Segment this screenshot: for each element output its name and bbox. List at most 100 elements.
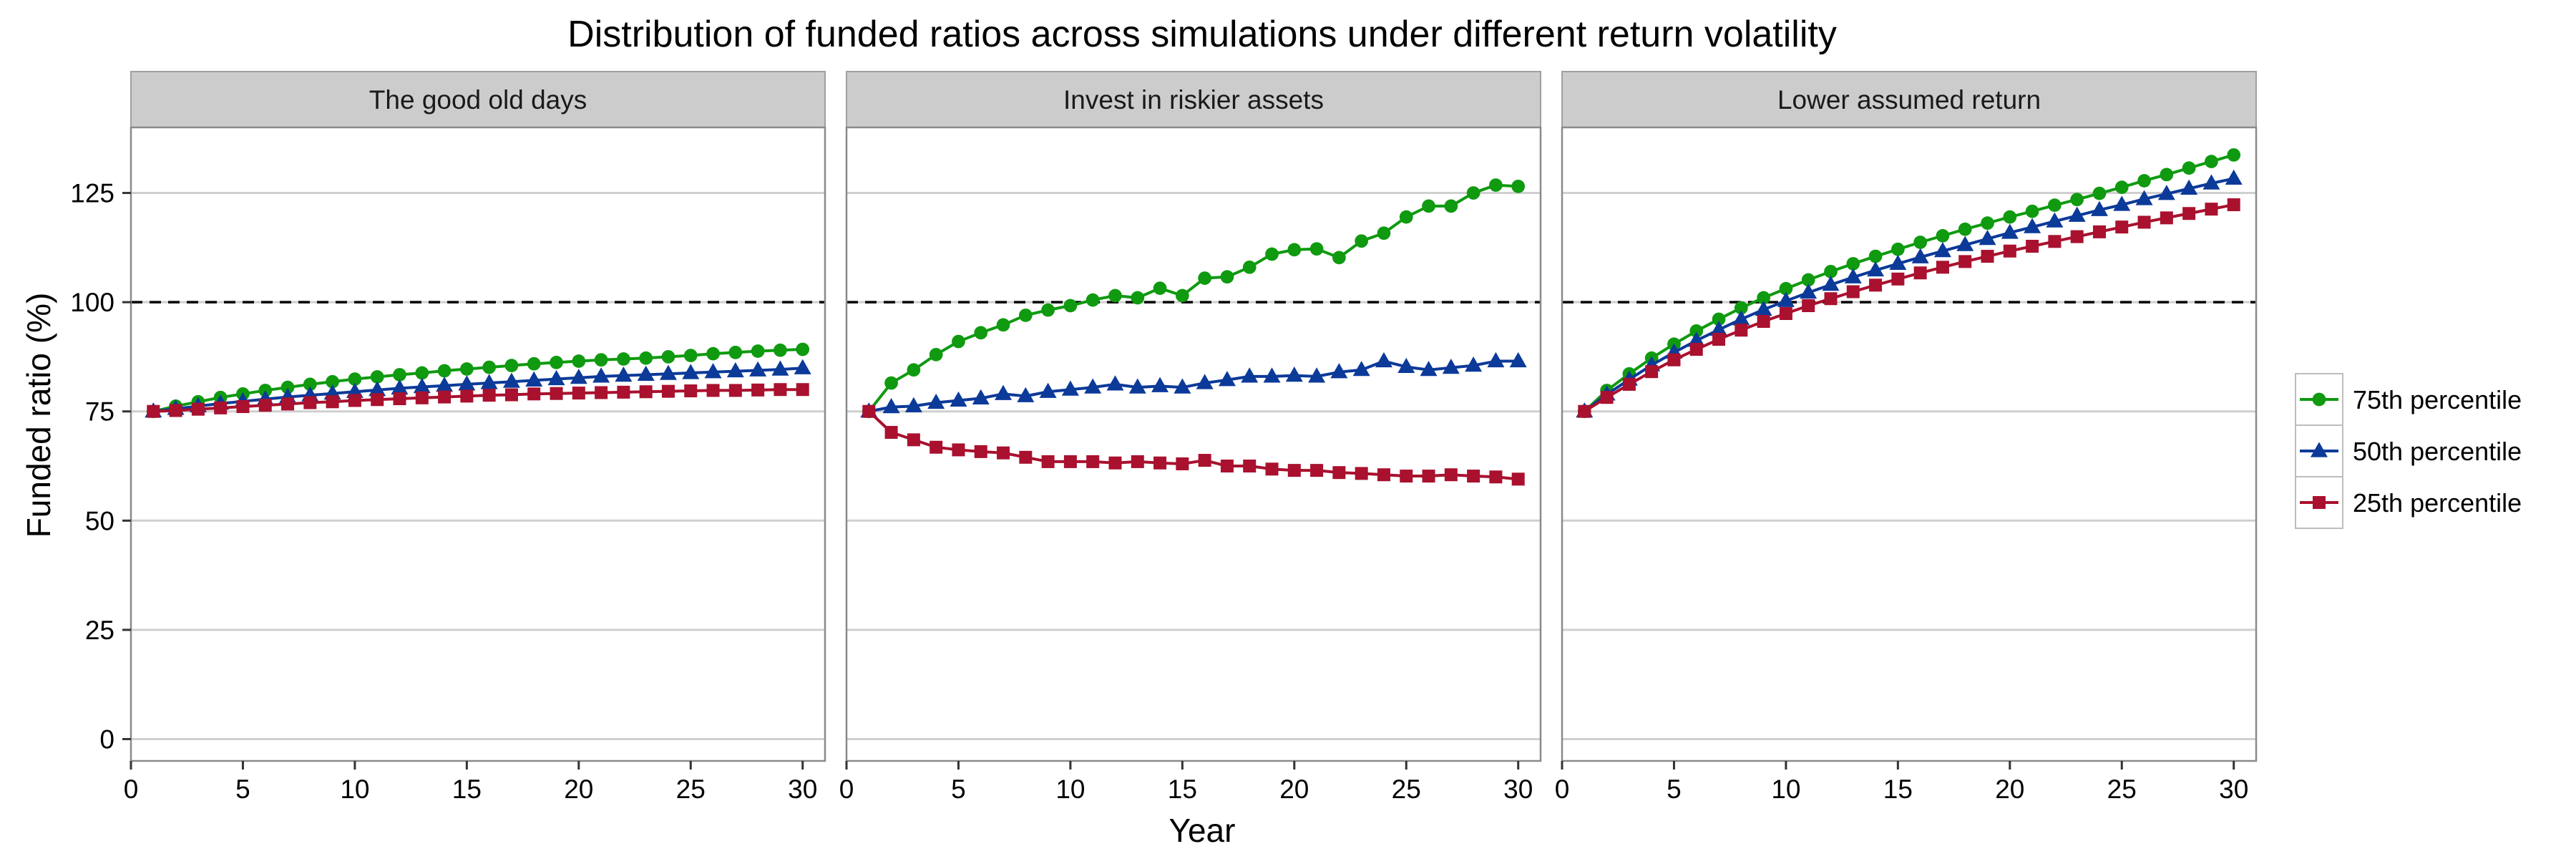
data-point-p50 [1106,375,1124,391]
x-tick-label: 0 [124,775,139,804]
data-point-p50 [1352,361,1370,377]
data-point-p25 [1131,455,1144,468]
data-point-p75 [504,359,519,372]
data-point-p75 [482,360,497,374]
data-point-p25 [1220,460,1234,473]
data-point-p75 [2160,168,2174,182]
data-point-p75 [2092,186,2107,200]
data-point-p25 [1422,470,1435,483]
data-point-p50 [904,397,922,412]
data-point-p25 [774,383,787,397]
legend-label: 75th percentile [2353,385,2522,414]
data-point-p25 [504,388,518,402]
data-point-p25 [303,396,317,409]
data-point-p25 [1846,285,1860,299]
legend-label: 25th percentile [2353,488,2522,518]
data-point-p50 [2090,200,2108,216]
panel-strip-label: The good old days [369,85,587,115]
data-point-p50 [1174,378,1191,394]
x-tick-label: 5 [1667,775,1682,804]
data-point-p25 [1891,272,1905,286]
data-point-p75 [1958,222,1972,236]
y-axis-title: Funded ratio (%) [20,293,57,538]
data-point-p75 [1063,299,1078,313]
x-tick-label: 15 [1883,775,1913,804]
data-point-p25 [2003,244,2016,258]
data-point-p75 [1689,324,1704,338]
data-point-p25 [1400,470,1413,483]
data-point-p75 [2137,174,2151,188]
data-point-p50 [369,381,386,397]
data-point-p25 [1936,261,1949,274]
data-point-p25 [415,391,429,404]
y-tick-label: 50 [85,506,114,535]
data-point-p75 [1779,281,1793,296]
x-axis-title: Year [1169,812,1236,849]
data-point-p50 [1487,351,1505,368]
data-point-p75 [1198,271,1212,285]
data-point-p75 [1131,291,1145,305]
data-point-p25 [952,443,965,457]
data-point-p25 [169,404,182,417]
data-point-p75 [929,348,943,361]
data-point-p50 [1822,276,1840,291]
data-point-p75 [1108,288,1122,303]
legend-item-p25: 25th percentile [2295,476,2522,529]
data-point-p75 [1309,242,1324,256]
data-point-p50 [2180,179,2198,195]
data-point-p75 [907,363,921,377]
x-tick-label: 15 [1168,775,1197,804]
data-point-p75 [2205,155,2218,168]
y-axis: 0 25 50 75 100 125 [70,179,131,754]
data-point-p50 [1732,310,1750,326]
data-point-p25 [550,387,563,400]
x-tick-label: 10 [1055,775,1085,804]
data-point-p25 [438,390,452,404]
data-point-p75 [370,370,384,384]
data-point-p50 [950,391,967,407]
data-point-p50 [1800,283,1818,299]
x-tick-label: 20 [1279,775,1309,804]
data-point-p75 [2182,161,2196,175]
data-point-p50 [1308,367,1326,383]
data-point-p25 [1332,466,1346,480]
data-point-p25 [2227,198,2240,212]
panel-strip [846,71,1541,128]
data-point-p25 [2182,207,2196,220]
data-point-p75 [617,352,630,366]
panel: Invest in riskier assets 0 5 10 15 20 25 30 [839,71,1542,804]
data-point-p25 [236,400,250,414]
data-point-p25 [2048,235,2062,248]
data-point-p25 [348,394,361,407]
data-point-p50 [1420,361,1438,377]
data-point-p50 [413,377,431,394]
data-point-p75 [996,318,1010,332]
data-point-p25 [1645,365,1659,379]
data-point-p75 [1757,291,1770,305]
data-point-p50 [480,374,498,389]
x-tick-label: 25 [2107,775,2137,804]
data-point-p25 [1735,324,1748,337]
data-point-p75 [393,368,406,382]
data-point-p75 [1868,249,1883,263]
data-point-p50 [1285,367,1303,382]
data-point-p25 [1667,353,1681,367]
data-point-p25 [1511,472,1525,486]
data-point-p25 [2160,211,2173,225]
data-point-p50 [1933,242,1951,258]
legend-key-marker [2311,442,2328,457]
data-point-p25 [2070,230,2084,243]
data-point-p25 [1444,468,1458,482]
x-tick-label: 25 [1392,775,1421,804]
data-point-p25 [684,384,698,398]
data-point-p75 [303,377,317,392]
data-point-p25 [1869,278,1883,292]
data-point-p25 [974,445,987,458]
data-point-p50 [1867,261,1885,277]
data-point-p75 [1153,281,1167,295]
legend-key-marker [2312,392,2326,407]
data-point-p50 [659,364,677,380]
data-point-p75 [1936,229,1950,243]
data-point-p75 [1734,301,1748,315]
data-point-p75 [751,344,765,358]
